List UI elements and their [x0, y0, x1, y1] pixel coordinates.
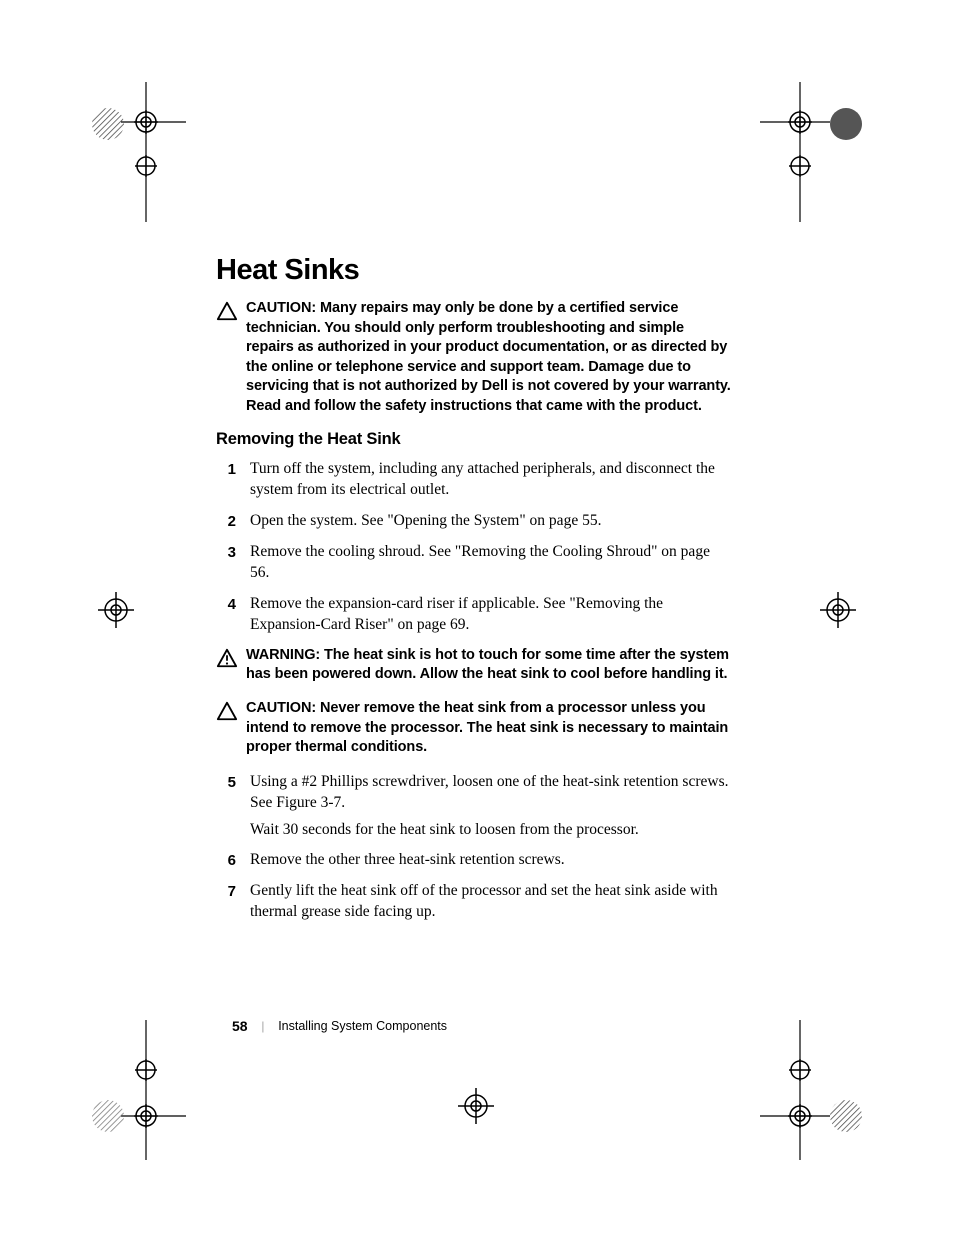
regmark-top-left — [86, 82, 186, 222]
step-text: Gently lift the heat sink off of the pro… — [250, 881, 731, 923]
caution-block-2: CAUTION: Never remove the heat sink from… — [216, 699, 731, 758]
warning-icon — [216, 647, 238, 669]
caution-block-1: CAUTION: Many repairs may only be done b… — [216, 299, 731, 416]
step-1: 1 Turn off the system, including any att… — [216, 459, 731, 501]
step-number: 4 — [216, 594, 236, 615]
step-3: 3 Remove the cooling shroud. See "Removi… — [216, 542, 731, 584]
step-text: Using a #2 Phillips screwdriver, loosen … — [250, 772, 731, 841]
warning-block: WARNING: The heat sink is hot to touch f… — [216, 646, 731, 685]
page-footer: 58 | Installing System Components — [232, 1018, 447, 1034]
caution-icon — [216, 300, 238, 322]
step-7: 7 Gently lift the heat sink off of the p… — [216, 881, 731, 923]
regmark-right-mid — [814, 586, 862, 634]
regmark-bottom-right — [760, 1020, 870, 1160]
step-6: 6 Remove the other three heat-sink reten… — [216, 850, 731, 871]
regmark-bottom-left — [86, 1020, 186, 1160]
step-4: 4 Remove the expansion-card riser if app… — [216, 594, 731, 636]
step-text: Turn off the system, including any attac… — [250, 459, 731, 501]
regmark-top-right — [760, 82, 870, 222]
caution-icon — [216, 700, 238, 722]
subheading-removing-heat-sink: Removing the Heat Sink — [216, 430, 731, 449]
caution-text-2: CAUTION: Never remove the heat sink from… — [246, 699, 731, 758]
step-number: 2 — [216, 511, 236, 532]
footer-section-title: Installing System Components — [278, 1019, 447, 1033]
footer-separator: | — [262, 1018, 265, 1034]
warning-text: WARNING: The heat sink is hot to touch f… — [246, 646, 731, 685]
page-number: 58 — [232, 1018, 248, 1034]
step-2: 2 Open the system. See "Opening the Syst… — [216, 511, 731, 532]
step-number: 3 — [216, 542, 236, 563]
page-content: Heat Sinks CAUTION: Many repairs may onl… — [216, 254, 731, 933]
regmark-bottom-center — [452, 1082, 500, 1130]
step-number: 6 — [216, 850, 236, 871]
step-number: 7 — [216, 881, 236, 902]
step-5: 5 Using a #2 Phillips screwdriver, loose… — [216, 772, 731, 841]
step-number: 1 — [216, 459, 236, 480]
step-text: Remove the cooling shroud. See "Removing… — [250, 542, 731, 584]
step-text: Open the system. See "Opening the System… — [250, 511, 601, 532]
regmark-left-mid — [92, 586, 140, 634]
step-text: Remove the expansion-card riser if appli… — [250, 594, 731, 636]
step-number: 5 — [216, 772, 236, 793]
step-text: Remove the other three heat-sink retenti… — [250, 850, 565, 871]
caution-text-1: CAUTION: Many repairs may only be done b… — [246, 299, 731, 416]
heading-heat-sinks: Heat Sinks — [216, 254, 731, 287]
